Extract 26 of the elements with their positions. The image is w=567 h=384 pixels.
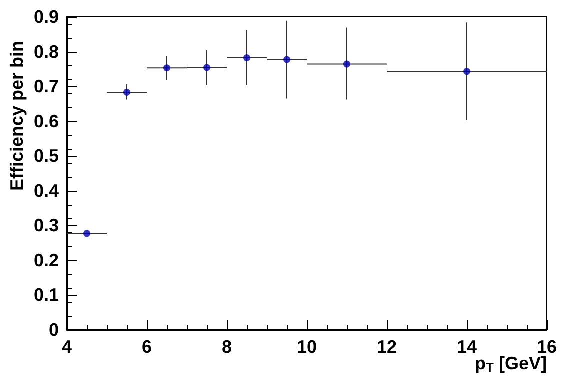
y-tick-label: 0.3 <box>34 216 59 236</box>
y-tick-label: 0.7 <box>34 76 59 97</box>
x-tick-label: 16 <box>536 337 558 357</box>
point <box>284 56 290 64</box>
x-tick-label: 8 <box>222 337 232 357</box>
x-tick-label: 6 <box>142 337 152 357</box>
x-tick-label: 12 <box>376 337 398 357</box>
point <box>244 54 250 62</box>
point <box>84 230 90 238</box>
x-tick-label: 4 <box>62 337 72 357</box>
point <box>164 64 170 72</box>
x-tick-label: 14 <box>456 337 478 357</box>
point <box>204 64 210 72</box>
y-tick-label: 0.2 <box>34 250 59 270</box>
y-tick-label: 0.6 <box>34 111 59 132</box>
y-tick-label: 0.1 <box>34 285 59 306</box>
point <box>124 88 130 96</box>
y-tick-label: 0.4 <box>34 180 59 201</box>
y-tick-label: 0.5 <box>34 146 59 166</box>
point <box>344 60 350 68</box>
y-tick-label: 0.9 <box>34 7 59 27</box>
point <box>464 68 470 76</box>
y-tick-label: 0 <box>48 320 59 340</box>
y-axis-title: Efficiency per bin <box>7 40 27 191</box>
y-tick-label: 0.8 <box>34 42 59 62</box>
x-tick-label: 10 <box>296 337 318 357</box>
